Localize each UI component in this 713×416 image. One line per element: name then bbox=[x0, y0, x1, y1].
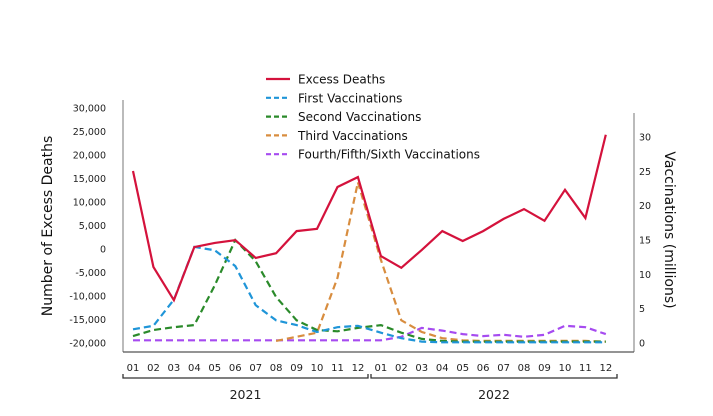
right-tick-label: 25 bbox=[639, 167, 651, 178]
month-label: 01 bbox=[375, 363, 388, 374]
month-label: 08 bbox=[518, 363, 531, 374]
month-label: 12 bbox=[599, 363, 612, 374]
second-vaccinations-line bbox=[132, 238, 606, 343]
fourth-fifth-sixth-vaccinations-line bbox=[133, 324, 607, 342]
right-tick-label: 0 bbox=[639, 339, 645, 350]
month-tick-labels: 01 02 03 04 05 06 07 08 09 10 11 12 01 02 03 04 05 06 07 08… bbox=[127, 363, 613, 374]
month-label: 03 bbox=[415, 363, 428, 374]
month-label: 03 bbox=[168, 363, 181, 374]
year-bracket bbox=[122, 374, 369, 379]
legend-item: Second Vaccinations bbox=[266, 110, 421, 124]
left-tick-label: 15,000 bbox=[73, 174, 106, 185]
left-axis-title: Number of Excess Deaths bbox=[40, 136, 56, 317]
month-label: 09 bbox=[290, 363, 303, 374]
right-tick-label: 5 bbox=[639, 304, 645, 315]
legend-item: Third Vaccinations bbox=[266, 129, 408, 143]
month-label: 06 bbox=[477, 363, 490, 374]
month-label: 06 bbox=[229, 363, 242, 374]
left-tick-label: 30,000 bbox=[73, 104, 106, 115]
month-label: 08 bbox=[270, 363, 283, 374]
month-label: 04 bbox=[188, 363, 201, 374]
month-label: 05 bbox=[456, 363, 469, 374]
legend-label: Fourth/Fifth/Sixth Vaccinations bbox=[298, 148, 480, 162]
axes bbox=[122, 100, 635, 353]
right-axis-title: Vaccinations (millions) bbox=[661, 151, 677, 308]
month-label: 11 bbox=[579, 363, 592, 374]
left-tick-label: -15,000 bbox=[69, 315, 106, 326]
month-label: 10 bbox=[559, 363, 572, 374]
right-tick-label: 30 bbox=[639, 133, 651, 144]
right-tick-label: 10 bbox=[639, 270, 651, 281]
right-tick-label: 15 bbox=[639, 236, 651, 247]
left-tick-label: 0 bbox=[100, 245, 106, 256]
month-label: 05 bbox=[208, 363, 221, 374]
left-tick-label: 10,000 bbox=[73, 198, 106, 209]
legend: Excess Deaths First Vaccinations Second Va… bbox=[266, 73, 480, 162]
legend-item: First Vaccinations bbox=[266, 91, 402, 105]
month-label: 02 bbox=[395, 363, 408, 374]
left-tick-label: 5,000 bbox=[79, 221, 106, 232]
left-tick-label: -5,000 bbox=[75, 268, 106, 279]
third-vaccinations-line bbox=[275, 181, 606, 343]
month-label: 04 bbox=[436, 363, 449, 374]
month-label: 07 bbox=[497, 363, 510, 374]
excess-deaths-line bbox=[131, 134, 607, 303]
left-tick-label: -20,000 bbox=[69, 339, 106, 350]
right-tick-label: 20 bbox=[639, 201, 651, 212]
left-tick-label: 25,000 bbox=[73, 127, 106, 138]
legend-item: Fourth/Fifth/Sixth Vaccinations bbox=[266, 148, 480, 162]
left-tick-labels: 30,000 25,000 20,000 15,000 10,000 5,000 0 -5,0… bbox=[69, 104, 106, 350]
year-label: 2022 bbox=[478, 387, 510, 402]
legend-label: Second Vaccinations bbox=[298, 110, 421, 124]
legend-item: Excess Deaths bbox=[266, 73, 385, 87]
month-label: 09 bbox=[538, 363, 551, 374]
month-label: 10 bbox=[311, 363, 324, 374]
year-bracket bbox=[370, 374, 618, 379]
legend-label: Third Vaccinations bbox=[297, 129, 408, 143]
series-group bbox=[131, 134, 607, 344]
left-tick-label: -10,000 bbox=[69, 292, 106, 303]
first-vaccinations-line bbox=[132, 245, 606, 344]
month-label: 02 bbox=[147, 363, 160, 374]
month-label: 01 bbox=[127, 363, 140, 374]
year-label: 2021 bbox=[230, 387, 262, 402]
month-label: 07 bbox=[249, 363, 262, 374]
legend-label: Excess Deaths bbox=[298, 73, 385, 87]
month-label: 12 bbox=[352, 363, 365, 374]
left-tick-label: 20,000 bbox=[73, 151, 106, 162]
right-tick-labels: 30 25 20 15 10 5 0 bbox=[639, 133, 651, 350]
year-brackets: 2021 2022 bbox=[122, 374, 618, 402]
legend-label: First Vaccinations bbox=[298, 91, 402, 105]
month-label: 11 bbox=[331, 363, 344, 374]
